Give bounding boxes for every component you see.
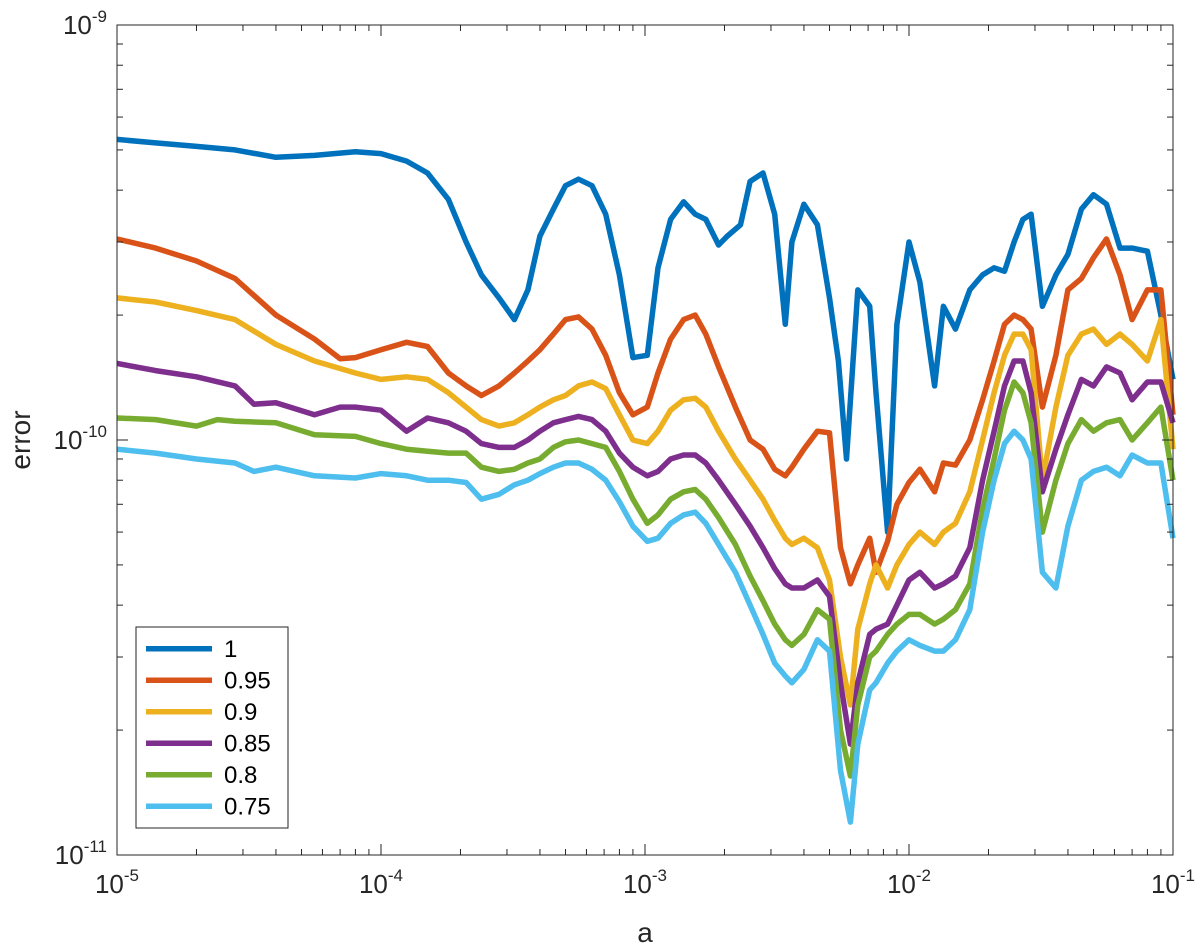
y-tick-base: 10 xyxy=(63,10,92,40)
x-tick-label: 10-2 xyxy=(887,866,931,899)
legend-label: 0.75 xyxy=(224,793,271,820)
x-tick-label: 10-3 xyxy=(623,866,667,899)
x-tick-exponent: -5 xyxy=(124,866,139,885)
series-line-3 xyxy=(116,358,1176,747)
x-tick-base: 10 xyxy=(95,869,124,899)
x-tick-label: 10-4 xyxy=(359,866,403,899)
legend-label: 0.95 xyxy=(224,667,271,694)
x-tick-exponent: -1 xyxy=(1180,866,1195,885)
legend-label: 0.8 xyxy=(224,762,257,789)
legend-label: 0.85 xyxy=(224,730,271,757)
x-tick-label: 10-1 xyxy=(1151,866,1195,899)
x-tick-base: 10 xyxy=(623,869,652,899)
x-tick-base: 10 xyxy=(359,869,388,899)
y-tick-label: 10-11 xyxy=(55,837,107,870)
series-line-0 xyxy=(116,136,1176,535)
legend: 1 0.95 0.9 0.85 0.8 0.75 xyxy=(135,626,289,829)
x-tick-exponent: -2 xyxy=(916,866,931,885)
x-tick-base: 10 xyxy=(887,869,916,899)
legend-label: 1 xyxy=(224,636,237,663)
series-line-2 xyxy=(116,295,1176,708)
x-tick-label: 10-5 xyxy=(95,866,139,899)
y-tick-exponent: -9 xyxy=(92,7,107,26)
legend-box xyxy=(135,626,289,829)
x-tick-exponent: -3 xyxy=(652,866,667,885)
y-tick-label: 10-10 xyxy=(54,422,108,455)
y-axis-title: error xyxy=(5,410,36,469)
x-tick-exponent: -4 xyxy=(388,866,403,885)
y-tick-exponent: -11 xyxy=(84,837,107,856)
series-layer xyxy=(116,136,1176,825)
x-axis-title: a xyxy=(637,917,653,948)
series-line-4 xyxy=(116,379,1176,779)
x-tick-base: 10 xyxy=(1151,869,1180,899)
y-tick-base: 10 xyxy=(55,840,84,870)
y-tick-exponent: -10 xyxy=(82,422,107,441)
series-line-5 xyxy=(116,428,1176,825)
legend-label: 0.9 xyxy=(224,699,257,726)
y-tick-label: 10-9 xyxy=(63,7,107,40)
y-tick-base: 10 xyxy=(54,425,83,455)
series-line-1 xyxy=(116,236,1176,587)
